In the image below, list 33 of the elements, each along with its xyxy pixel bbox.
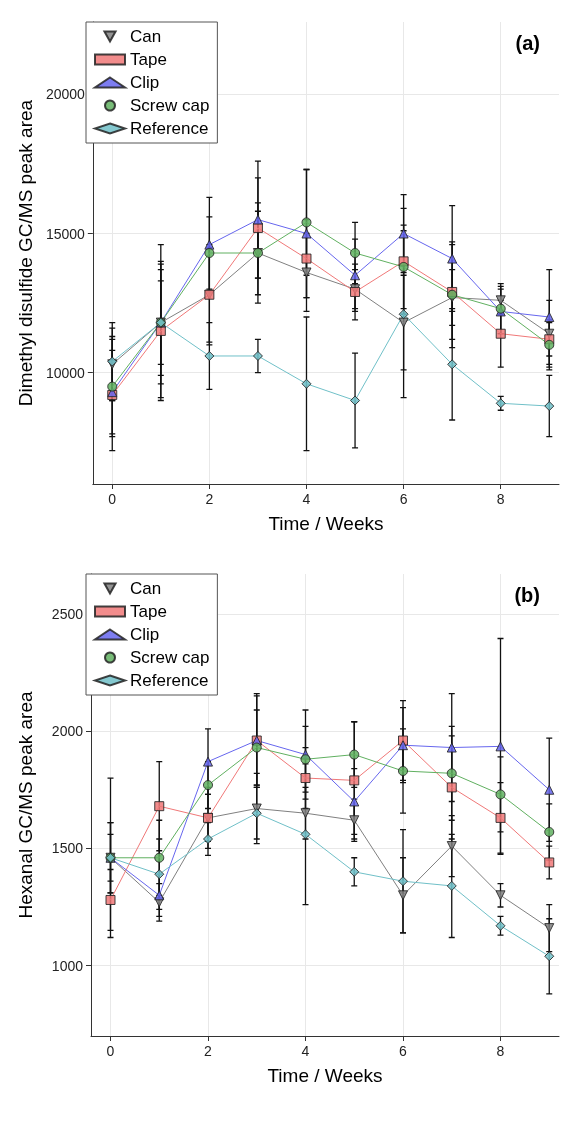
y-axis-title: Dimethyl disulfide GC/MS peak area bbox=[15, 99, 36, 407]
y-tick-label: 1000 bbox=[51, 957, 84, 974]
y-tick-label: 2000 bbox=[51, 723, 84, 740]
legend-label: Clip bbox=[130, 625, 160, 644]
x-tick-label: 4 bbox=[301, 1043, 310, 1059]
text: (a) bbox=[515, 32, 541, 54]
legend-label: Screw cap bbox=[130, 96, 210, 115]
x-tick-label: 0 bbox=[108, 491, 117, 507]
x-tick-label: 4 bbox=[302, 491, 311, 507]
y-tick-label: 20000 bbox=[45, 86, 86, 103]
legend-label: Can bbox=[130, 579, 162, 598]
y-axis-title: Hexanal GC/MS peak area bbox=[15, 691, 36, 919]
legend-label: Tape bbox=[130, 602, 167, 621]
legend-label: Tape bbox=[130, 50, 167, 69]
legend-label: Clip bbox=[130, 73, 160, 92]
legend-label: Can bbox=[130, 27, 162, 46]
x-axis-title: Time / Weeks bbox=[268, 513, 384, 534]
x-tick-label: 2 bbox=[205, 491, 214, 507]
x-tick-label: 0 bbox=[106, 1043, 115, 1059]
y-tick-label: 15000 bbox=[45, 225, 86, 242]
legend-label: Reference bbox=[130, 671, 209, 690]
x-axis-title: Time / Weeks bbox=[267, 1065, 383, 1086]
legend-label: Screw cap bbox=[130, 648, 210, 667]
x-tick-label: 2 bbox=[204, 1043, 213, 1059]
y-tick-label: 2500 bbox=[51, 605, 84, 622]
x-tick-label: 6 bbox=[399, 1043, 408, 1059]
text: (b) bbox=[514, 584, 541, 606]
legend-label: Reference bbox=[130, 119, 209, 138]
y-tick-label: 10000 bbox=[45, 364, 86, 381]
x-tick-label: 6 bbox=[399, 491, 408, 507]
x-tick-label: 8 bbox=[496, 1043, 505, 1059]
x-tick-label: 8 bbox=[496, 491, 505, 507]
y-tick-label: 1500 bbox=[51, 840, 84, 857]
